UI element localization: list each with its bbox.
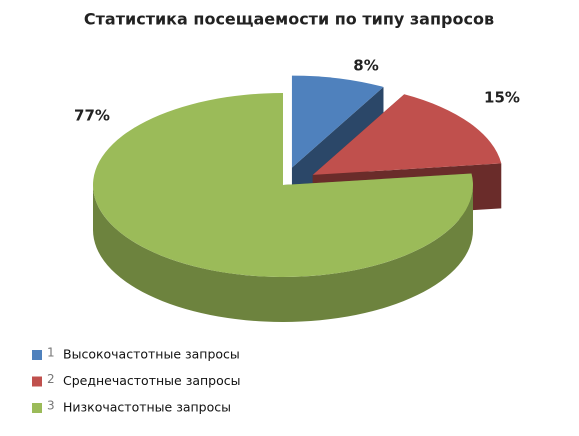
- data-label: 8%: [353, 57, 378, 75]
- legend-label: Высокочастотные запросы: [63, 347, 240, 362]
- legend-label: Низкочастотные запросы: [63, 400, 231, 415]
- legend-swatch: [32, 376, 42, 387]
- legend-number: 2: [47, 372, 55, 386]
- chart-title: Статистика посещаемости по типу запросов: [84, 10, 494, 29]
- pie-slice: [93, 93, 474, 322]
- legend-swatch: [32, 403, 42, 413]
- data-label: 15%: [484, 89, 520, 107]
- slice-top: [312, 94, 502, 175]
- data-label: 77%: [74, 107, 110, 125]
- legend-number: 3: [47, 399, 55, 413]
- legend-label: Среднечастотные запросы: [63, 373, 241, 388]
- legend-number: 1: [47, 346, 55, 360]
- legend-swatch: [32, 350, 42, 360]
- slice-top: [291, 75, 384, 168]
- slice-top: [93, 93, 474, 278]
- slice-wall: [93, 185, 473, 322]
